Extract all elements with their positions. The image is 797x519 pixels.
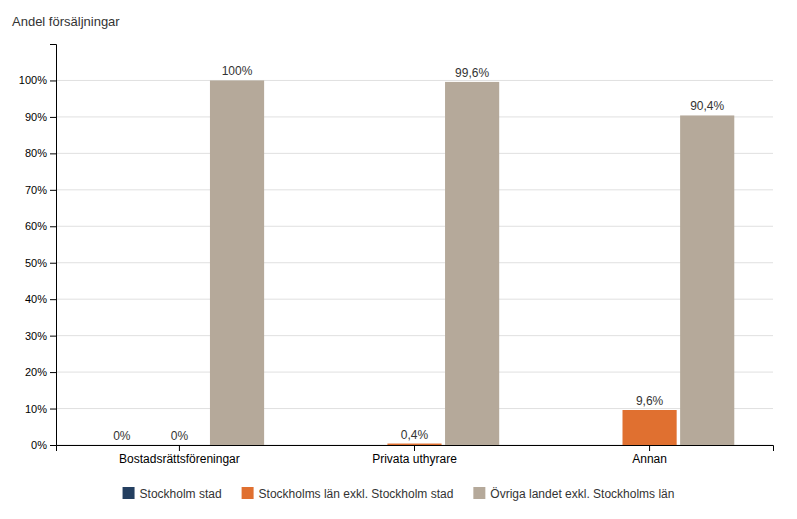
y-tick-label: 40% xyxy=(25,293,47,305)
y-tick-label: 90% xyxy=(25,111,47,123)
y-tick-mark xyxy=(50,226,56,227)
data-label: 0,4% xyxy=(401,428,429,442)
chart: 0% 0% 0,4% 9,6% 100% 99,6% 90,4% 0% 10% 20% 30% 40%… xyxy=(0,0,797,519)
y-tick-mark xyxy=(50,372,56,373)
bar xyxy=(680,115,734,445)
grid-line xyxy=(56,116,773,117)
x-axis: Bostadsrättsföreningar Privata uthyrare An… xyxy=(57,445,774,466)
bar-series xyxy=(387,410,676,445)
bar xyxy=(623,410,677,445)
x-tick-mark xyxy=(179,445,180,451)
bar xyxy=(210,80,264,445)
x-tick-mark xyxy=(649,445,650,451)
x-tick-label: Bostadsrättsföreningar xyxy=(119,452,240,466)
y-tick-label: 100% xyxy=(19,74,47,86)
x-tick-label: Annan xyxy=(632,452,667,466)
bar-series xyxy=(210,80,734,445)
y-tick-label: 30% xyxy=(25,330,47,342)
y-axis-title: Andel försäljningar xyxy=(12,14,120,29)
bar xyxy=(565,445,619,446)
y-tick: 80% xyxy=(25,147,56,159)
y-tick-mark xyxy=(50,336,56,337)
y-tick-mark xyxy=(50,409,56,410)
grid xyxy=(56,80,773,445)
bars xyxy=(210,80,734,445)
y-tick-mark xyxy=(50,190,56,191)
y-tick-label: 70% xyxy=(25,184,47,196)
legend-swatch xyxy=(123,487,135,499)
data-label: 100% xyxy=(222,64,253,78)
x-tick-label: Privata uthyrare xyxy=(372,452,457,466)
y-axis-line xyxy=(50,45,57,446)
y-tick-label: 10% xyxy=(25,403,47,415)
grid-line xyxy=(56,299,773,300)
y-tick: 20% xyxy=(25,366,56,378)
y-tick: 60% xyxy=(25,220,56,232)
y-tick-mark xyxy=(50,117,56,118)
x-tick: Annan xyxy=(632,445,667,466)
y-tick-label: 60% xyxy=(25,220,47,232)
grid-line xyxy=(56,153,773,154)
grid-line xyxy=(56,226,773,227)
bar xyxy=(387,444,441,445)
data-label: 90,4% xyxy=(690,99,724,113)
y-tick-label: 0% xyxy=(31,439,47,451)
grid-line xyxy=(56,335,773,336)
grid-line xyxy=(56,262,773,263)
data-label: 0% xyxy=(171,429,189,443)
legend-item: Stockholm stad xyxy=(123,487,222,501)
legend-swatch xyxy=(242,487,254,499)
legend-label: Övriga landet exkl. Stockholms län xyxy=(490,487,674,501)
y-tick: 70% xyxy=(25,184,56,196)
x-tick: Bostadsrättsföreningar xyxy=(119,445,240,466)
y-tick: 40% xyxy=(25,293,56,305)
y-axis: 0% 10% 20% 30% 40% 50% 60% 70% 80% 90% 100% xyxy=(19,45,57,452)
x-tick: Privata uthyrare xyxy=(372,445,457,466)
y-tick-mark xyxy=(50,445,56,446)
legend-swatch xyxy=(473,487,485,499)
data-label: 99,6% xyxy=(455,66,489,80)
legend-label: Stockholm stad xyxy=(140,487,222,501)
grid-line xyxy=(56,189,773,190)
x-tick-mark xyxy=(414,445,415,451)
y-tick-label: 50% xyxy=(25,257,47,269)
y-tick-label: 80% xyxy=(25,147,47,159)
x-axis-line xyxy=(57,446,774,452)
data-label: 9,6% xyxy=(636,394,664,408)
y-tick: 10% xyxy=(25,403,56,415)
y-tick-mark xyxy=(50,263,56,264)
y-tick-mark xyxy=(50,153,56,154)
y-tick: 50% xyxy=(25,257,56,269)
data-label: 0% xyxy=(113,429,131,443)
legend-item: Stockholms län exkl. Stockholm stad xyxy=(242,487,454,501)
grid-line xyxy=(56,408,773,409)
bar xyxy=(445,82,499,445)
y-tick: 0% xyxy=(31,439,56,451)
plot: 0% 0% 0,4% 9,6% 100% 99,6% 90,4% 0% 10% 20% 30% 40%… xyxy=(19,45,774,466)
grid-line xyxy=(56,80,773,81)
y-tick-label: 20% xyxy=(25,366,47,378)
grid-line xyxy=(56,372,773,373)
bar xyxy=(95,445,149,446)
y-tick: 90% xyxy=(25,111,56,123)
legend: Stockholm stad Stockholms län exkl. Stock… xyxy=(123,487,675,501)
y-tick-mark xyxy=(50,299,56,300)
data-labels: 0% 0% 0,4% 9,6% 100% 99,6% 90,4% xyxy=(113,64,724,443)
y-tick: 30% xyxy=(25,330,56,342)
bar xyxy=(330,445,384,446)
legend-label: Stockholms län exkl. Stockholm stad xyxy=(259,487,454,501)
legend-item: Övriga landet exkl. Stockholms län xyxy=(473,487,674,501)
y-tick-mark xyxy=(50,80,56,81)
y-tick: 100% xyxy=(19,74,56,86)
bar xyxy=(152,445,206,446)
